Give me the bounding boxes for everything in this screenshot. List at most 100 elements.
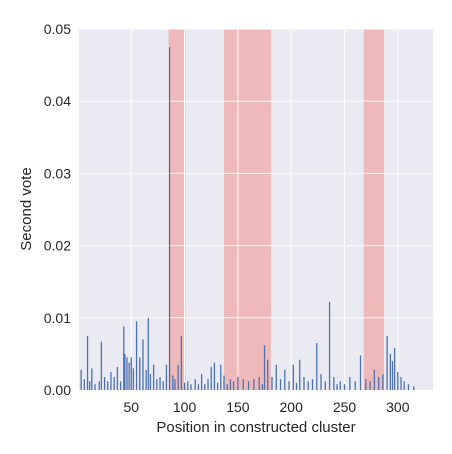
bar-295: [391, 361, 394, 390]
highlight-region-1: [168, 29, 186, 390]
bar-6: [83, 379, 85, 390]
x-tick-label-200: 200: [280, 399, 304, 415]
bar-110: [194, 379, 196, 390]
grid-lines: [79, 28, 433, 390]
bar-282: [377, 377, 380, 390]
bar-155: [242, 379, 244, 390]
bar-260: [354, 381, 356, 390]
bar-190: [279, 379, 282, 390]
highlight-region-3: [363, 29, 384, 390]
bar-165: [253, 379, 255, 390]
bar-306: [403, 381, 405, 390]
bar-236: [328, 301, 331, 390]
bar-286: [382, 374, 384, 390]
bar-83: [165, 364, 168, 390]
bar-290: [386, 335, 388, 390]
bar-255: [349, 377, 351, 390]
bar-74: [156, 379, 158, 390]
bar-150: [237, 377, 239, 390]
bar-220: [311, 379, 314, 390]
bar-143: [229, 379, 232, 390]
bar-55: [135, 321, 138, 390]
bar-228: [320, 374, 322, 390]
bar-52: [132, 368, 135, 390]
bar-48: [128, 362, 130, 390]
bar-13: [91, 368, 93, 390]
y-tick-label-2: 0.02: [44, 238, 71, 254]
bar-22: [100, 341, 103, 390]
y-tick-label-4: 0.04: [44, 93, 71, 109]
bar-212: [303, 377, 305, 390]
bar-34: [113, 377, 115, 390]
bar-208: [299, 359, 301, 390]
bar-94: [177, 364, 179, 390]
bar-116: [200, 374, 203, 390]
bar-113: [197, 384, 200, 390]
bar-131: [216, 382, 219, 390]
bar-293: [389, 353, 391, 390]
bar-9: [86, 335, 89, 390]
bar-186: [275, 364, 277, 390]
x-tick-label-150: 150: [226, 399, 250, 415]
bar-300: [397, 371, 399, 390]
bar-128: [213, 362, 216, 390]
bar-119: [204, 384, 206, 390]
bar-66: [147, 317, 149, 390]
x-axis-label: Position in constructed cluster: [156, 419, 355, 436]
x-tick-labels: 50 100 150 200 250 300: [123, 399, 409, 415]
bar-64: [145, 369, 147, 390]
bar-205: [295, 382, 298, 390]
bar-250: [343, 384, 346, 390]
bar-173: [261, 384, 264, 390]
bar-265: [359, 355, 362, 390]
bar-11: [89, 381, 91, 390]
highlight-region-2: [224, 29, 271, 390]
bar-202: [292, 364, 294, 390]
bar-28: [107, 381, 109, 390]
bar-77: [159, 377, 161, 390]
x-tick-label-300: 300: [386, 399, 410, 415]
bar-270: [365, 379, 367, 390]
y-tick-labels: 0.00 0.01 0.02 0.03 0.04 0.05: [44, 21, 71, 398]
bar-106: [190, 384, 192, 390]
y-axis-label: Second vote: [18, 167, 35, 250]
bar-140: [226, 384, 228, 390]
bar-243: [336, 384, 338, 390]
bar-224: [316, 343, 318, 390]
bar-40: [119, 381, 122, 390]
bar-86: [168, 47, 171, 391]
y-tick-label-5: 0.05: [44, 21, 71, 37]
bar-246: [339, 381, 341, 390]
bar-43: [123, 326, 125, 390]
x-tick-label-250: 250: [333, 399, 357, 415]
bar-125: [210, 366, 212, 390]
y-tick-label-1: 0.01: [44, 310, 71, 326]
bar-232: [324, 381, 326, 390]
bar-61: [142, 339, 144, 390]
bar-175: [263, 345, 266, 390]
bar-216: [307, 381, 309, 390]
x-tick-label-50: 50: [123, 399, 139, 415]
bar-50: [130, 357, 132, 390]
bar-134: [220, 364, 222, 390]
bar-146: [232, 381, 235, 390]
bar-46: [126, 357, 128, 390]
bar-198: [288, 381, 290, 390]
bar-160: [247, 381, 250, 390]
bar-182: [271, 377, 273, 390]
bar-240: [333, 377, 335, 390]
bar-278: [373, 369, 376, 390]
bar-103: [187, 381, 189, 390]
bar-58: [139, 357, 141, 390]
bar-303: [400, 377, 402, 390]
bar-194: [284, 369, 286, 390]
bar-100: [183, 382, 186, 390]
bar-80: [162, 381, 164, 390]
bar-91: [174, 379, 176, 390]
bar-89: [172, 375, 174, 390]
bar-3: [80, 369, 82, 390]
bar-25: [103, 377, 106, 390]
bar-170: [258, 377, 260, 390]
